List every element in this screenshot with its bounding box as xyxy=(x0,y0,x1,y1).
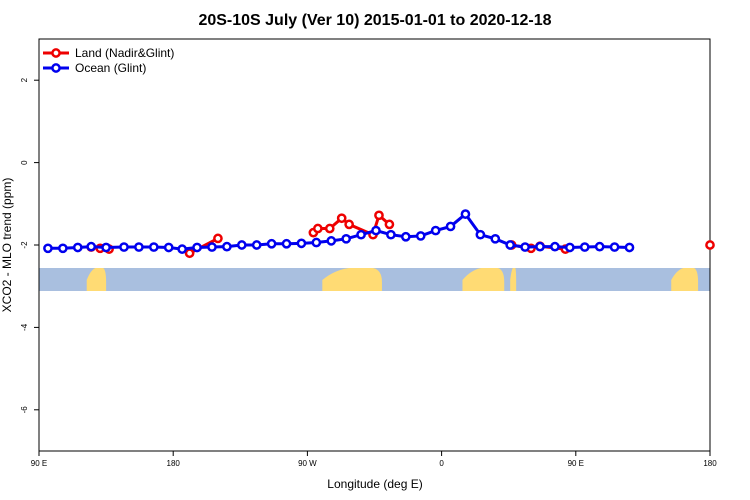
data-point xyxy=(430,225,441,236)
data-point xyxy=(579,242,590,252)
x-tick-label: 180 xyxy=(703,459,717,468)
data-point xyxy=(490,233,501,244)
data-point xyxy=(374,210,384,221)
data-point xyxy=(344,219,355,230)
legend-marker xyxy=(51,48,61,58)
y-tick-label: -6 xyxy=(20,406,29,414)
x-tick-label: 90 E xyxy=(568,459,584,468)
data-point xyxy=(609,242,620,252)
legend-label: Land (Nadir&Glint) xyxy=(75,46,174,60)
data-point xyxy=(326,236,337,246)
x-axis: 90 E 180 90 W 0 90 E 180 xyxy=(31,451,717,468)
land-region xyxy=(462,268,505,291)
data-point xyxy=(58,243,68,254)
data-point xyxy=(192,242,202,253)
data-point xyxy=(460,209,471,219)
data-point xyxy=(564,242,575,253)
chart-title: 20S-10S July (Ver 10) 2015-01-01 to 2020… xyxy=(198,12,551,29)
data-point xyxy=(177,244,187,254)
data-point xyxy=(148,242,159,252)
data-point xyxy=(324,223,335,234)
data-point xyxy=(184,248,195,259)
data-point xyxy=(281,238,292,249)
data-point xyxy=(236,240,247,250)
data-point xyxy=(594,241,605,252)
data-point xyxy=(705,240,715,250)
data-point xyxy=(624,242,635,253)
data-point xyxy=(336,213,347,224)
y-tick-label: 0 xyxy=(20,160,29,165)
data-point xyxy=(312,223,323,234)
data-point xyxy=(43,243,53,254)
land-region xyxy=(322,268,382,291)
data-point xyxy=(266,238,277,249)
y-tick-label: 2 xyxy=(20,77,29,82)
data-point xyxy=(72,242,83,253)
legend-label: Ocean (Glint) xyxy=(75,61,146,75)
data-point xyxy=(251,240,262,250)
x-axis-title: Longitude (deg E) xyxy=(327,477,422,491)
data-point xyxy=(520,242,530,252)
longitude-map-strip xyxy=(39,268,710,291)
data-point xyxy=(445,221,456,232)
data-point xyxy=(311,237,322,248)
data-point xyxy=(505,240,516,250)
legend: Land (Nadir&Glint)Ocean (Glint) xyxy=(43,46,174,75)
data-point xyxy=(384,219,395,230)
data-point xyxy=(341,233,352,244)
data-point xyxy=(356,229,366,240)
y-tick-label: -4 xyxy=(20,323,29,331)
data-point xyxy=(415,231,426,241)
x-tick-label: 90 E xyxy=(31,459,47,468)
land-region xyxy=(510,268,517,291)
data-point xyxy=(134,242,144,252)
series-layer xyxy=(43,209,715,259)
data-point xyxy=(550,241,560,252)
data-point xyxy=(386,229,396,240)
x-tick-label: 180 xyxy=(167,459,181,468)
data-point xyxy=(213,233,223,244)
x-tick-label: 90 W xyxy=(298,459,317,468)
data-point xyxy=(86,241,97,252)
y-axis-title: XCO2 - MLO trend (ppm) xyxy=(0,178,14,313)
y-axis: 2 0 -2 -4 -6 xyxy=(20,77,39,413)
data-point xyxy=(163,242,174,253)
data-point xyxy=(101,242,111,253)
data-point xyxy=(371,225,381,236)
legend-marker xyxy=(51,63,61,73)
series-line xyxy=(47,211,630,251)
land-region xyxy=(671,268,699,291)
data-point xyxy=(207,242,217,252)
data-point xyxy=(535,241,545,252)
data-point xyxy=(222,241,232,252)
data-point xyxy=(475,229,486,240)
data-point xyxy=(296,238,307,249)
y-tick-label: -2 xyxy=(20,241,29,249)
data-point xyxy=(119,242,129,252)
x-tick-label: 0 xyxy=(439,459,444,468)
data-point xyxy=(400,231,411,242)
land-region xyxy=(86,268,107,291)
